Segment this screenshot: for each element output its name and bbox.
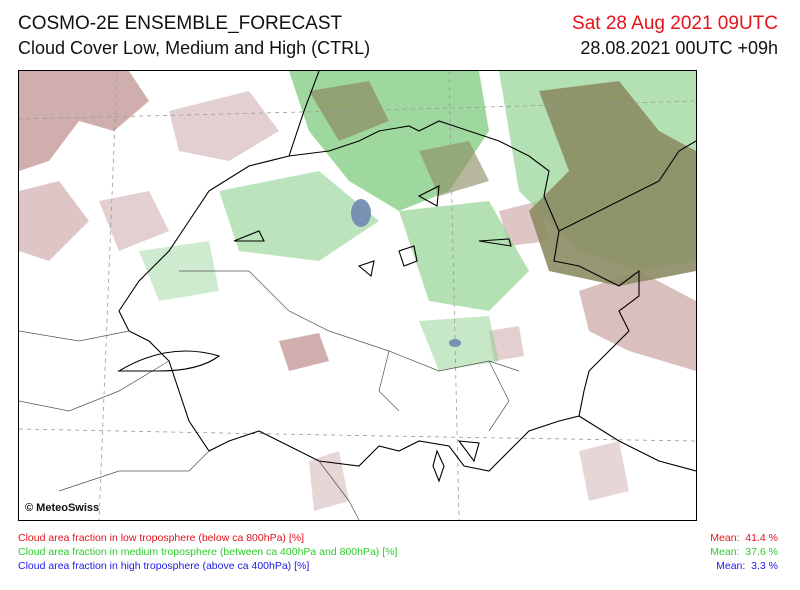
mean-value: 37.6 % <box>745 546 778 558</box>
mean-value: 3.3 % <box>751 560 778 572</box>
chart-title: COSMO-2E ENSEMBLE_FORECAST <box>18 13 343 34</box>
cloud-low-layer <box>19 71 696 511</box>
legend-low-mean: Mean: 41.4 % <box>710 532 778 544</box>
mean-label: Mean: <box>710 532 740 544</box>
mean-label: Mean: <box>710 546 740 558</box>
cloud-cover-map: © MeteoSwiss <box>18 70 697 521</box>
legend-medium-label: Cloud area fraction in medium tropospher… <box>18 546 398 558</box>
graticule <box>19 71 696 520</box>
mean-label: Mean: <box>716 560 746 572</box>
run-info: 28.08.2021 00UTC +09h <box>580 38 778 58</box>
legend-high-label: Cloud area fraction in high troposphere … <box>18 560 310 572</box>
copyright-label: © MeteoSwiss <box>25 502 99 514</box>
legend-low-label: Cloud area fraction in low troposphere (… <box>18 532 304 544</box>
regional-borders <box>19 270 520 520</box>
mean-value: 41.4 % <box>745 532 778 544</box>
valid-time: Sat 28 Aug 2021 09UTC <box>572 13 778 34</box>
legend-high-mean: Mean: 3.3 % <box>716 560 778 572</box>
country-borders <box>118 71 696 472</box>
map-canvas: © MeteoSwiss <box>19 71 696 520</box>
lakes <box>117 185 512 483</box>
legend-medium-mean: Mean: 37.6 % <box>710 546 778 558</box>
chart-subtitle: Cloud Cover Low, Medium and High (CTRL) <box>18 38 371 58</box>
